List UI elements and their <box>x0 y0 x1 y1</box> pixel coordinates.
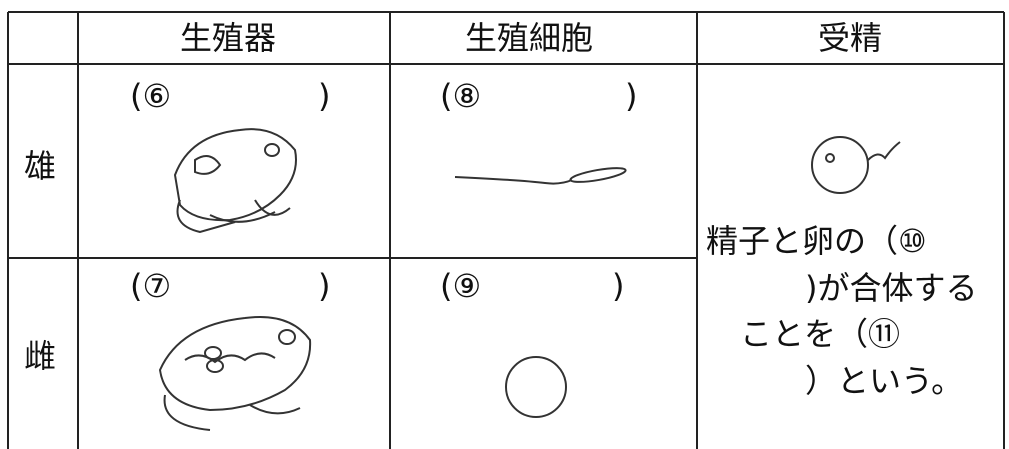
fertilization-text: )が合体する <box>805 269 978 307</box>
blank-open: (⑨ <box>440 267 482 305</box>
header-cell: 生殖細胞 <box>465 19 594 57</box>
female-frog <box>158 316 312 431</box>
blank-open: (⑥ <box>130 77 172 115</box>
row-label: 雄 <box>24 147 57 185</box>
egg <box>505 356 567 418</box>
header-cell: 生殖器 <box>180 19 277 57</box>
blank-close: ) <box>612 267 625 305</box>
header-cell: 受精 <box>818 19 883 57</box>
sperm <box>454 167 627 185</box>
blank-close: ) <box>625 77 638 115</box>
blank-close: ) <box>318 77 331 115</box>
male-frog <box>173 128 297 234</box>
fertilization-text: ことを（⑪ <box>740 315 901 353</box>
row-label: 雌 <box>24 337 57 375</box>
blank-close: ) <box>318 267 331 305</box>
fertilization-text: 精子と卵の（⑩ <box>706 222 927 260</box>
fertilization-text: ）という。 <box>805 362 964 400</box>
blank-open: (⑧ <box>440 77 482 115</box>
blank-open: (⑦ <box>130 267 172 305</box>
egg-fertilized <box>811 136 901 194</box>
